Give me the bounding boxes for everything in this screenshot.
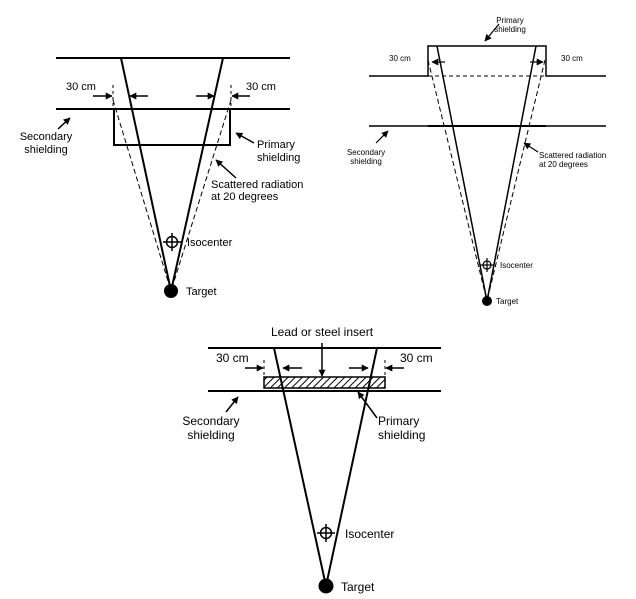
secondary-label-line2: shielding bbox=[350, 157, 382, 166]
beam-edge-left bbox=[436, 45, 488, 302]
scatter-ray-left bbox=[427, 59, 488, 302]
primary-pointer bbox=[357, 391, 378, 419]
secondary-pointer bbox=[225, 396, 239, 413]
scatter-pointer bbox=[523, 142, 539, 153]
dim-label-left: 30 cm bbox=[66, 81, 96, 93]
dim-label-right: 30 cm bbox=[246, 81, 276, 93]
scatter-label-line2: at 20 degrees bbox=[211, 191, 279, 203]
beam-edge-left bbox=[120, 57, 172, 292]
scatter-ray-right bbox=[170, 99, 232, 292]
scatter-ray-right bbox=[486, 59, 546, 302]
beam-edge-right bbox=[486, 45, 537, 302]
diagram-b: Primary shielding 30 cm 30 cm Secondary … bbox=[347, 16, 606, 306]
secondary-label-line1: Secondary bbox=[20, 131, 73, 143]
diagram-c: Lead or steel insert 30 cm 30 cm Seconda… bbox=[182, 325, 441, 594]
primary-pointer bbox=[484, 23, 500, 42]
isocenter-icon bbox=[163, 233, 181, 251]
primary-label-line2: shielding bbox=[257, 152, 300, 164]
beam-edge-right bbox=[325, 347, 378, 587]
target-label: Target bbox=[186, 286, 217, 298]
target-icon bbox=[482, 296, 492, 306]
primary-label-line1: Primary bbox=[496, 16, 524, 25]
isocenter-icon bbox=[480, 258, 494, 272]
secondary-label-line2: shielding bbox=[24, 144, 67, 156]
target-icon bbox=[164, 284, 178, 298]
primary-label-line1: Primary bbox=[378, 414, 419, 428]
primary-label-line2: shielding bbox=[494, 25, 526, 34]
target-icon bbox=[318, 578, 334, 594]
secondary-pointer bbox=[57, 117, 71, 130]
primary-barrier-outline bbox=[369, 45, 606, 77]
dim-label-right: 30 cm bbox=[400, 351, 433, 365]
isocenter-label: Isocenter bbox=[345, 527, 394, 541]
beam-edge-left bbox=[273, 347, 327, 587]
lead-steel-insert bbox=[263, 376, 386, 389]
scatter-pointer bbox=[215, 159, 237, 179]
secondary-label-line1: Secondary bbox=[347, 148, 385, 157]
diagram-a: 30 cm 30 cm Secondary shielding Primary … bbox=[20, 57, 303, 298]
primary-label-line1: Primary bbox=[257, 139, 295, 151]
primary-label-line2: shielding bbox=[378, 428, 425, 442]
primary-pointer bbox=[235, 132, 255, 144]
target-label: Target bbox=[496, 297, 519, 306]
dim-label-left: 30 cm bbox=[216, 351, 249, 365]
secondary-pointer bbox=[375, 130, 389, 144]
dim-label-right: 30 cm bbox=[561, 54, 583, 63]
isocenter-label: Isocenter bbox=[500, 261, 533, 270]
isocenter-icon bbox=[317, 524, 335, 542]
scatter-label-line1: Scattered radiation bbox=[539, 151, 606, 160]
scatter-label-line2: at 20 degrees bbox=[539, 160, 588, 169]
insert-label: Lead or steel insert bbox=[271, 325, 374, 339]
dim-label-left: 30 cm bbox=[389, 54, 411, 63]
scatter-label-line1: Scattered radiation bbox=[211, 179, 303, 191]
primary-shielding-box bbox=[113, 109, 231, 146]
secondary-label-line2: shielding bbox=[187, 428, 234, 442]
beam-edge-right bbox=[170, 57, 224, 292]
secondary-label-line1: Secondary bbox=[182, 414, 239, 428]
isocenter-label: Isocenter bbox=[187, 237, 233, 249]
scatter-ray-left bbox=[112, 99, 172, 292]
target-label: Target bbox=[341, 580, 375, 594]
